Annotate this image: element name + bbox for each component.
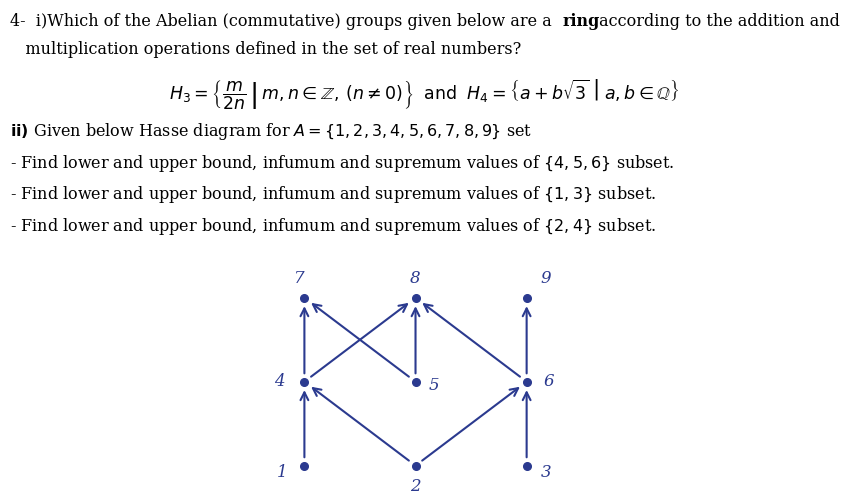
Text: 6: 6 [544,373,554,390]
Text: - Find lower and upper bound, infumum and supremum values of $\{1,3\}$ subset.: - Find lower and upper bound, infumum an… [10,184,656,205]
Text: 3: 3 [541,464,552,481]
Text: 4-  i)Which of the Abelian (commutative) groups given below are a: 4- i)Which of the Abelian (commutative) … [10,12,557,29]
Text: 4: 4 [274,373,284,390]
Text: according to the addition and: according to the addition and [594,12,840,29]
Text: 2: 2 [410,478,421,495]
Text: multiplication operations defined in the set of real numbers?: multiplication operations defined in the… [10,41,522,58]
Text: - Find lower and upper bound, infumum and supremum values of $\{4,5,6\}$ subset.: - Find lower and upper bound, infumum an… [10,152,675,174]
Text: $\bf{ii)}$ Given below Hasse diagram for $A = \{1,2,3,4,5,6,7,8,9\}$ set: $\bf{ii)}$ Given below Hasse diagram for… [10,121,533,142]
Text: 1: 1 [277,464,287,481]
Text: - Find lower and upper bound, infumum and supremum values of $\{2,4\}$ subset.: - Find lower and upper bound, infumum an… [10,216,656,237]
Text: ring: ring [562,12,600,29]
Text: $H_3 = \left\{\dfrac{m}{2n}\,\middle|\, m,n \in \mathbb{Z},\,(n \neq 0)\right\}$: $H_3 = \left\{\dfrac{m}{2n}\,\middle|\, … [169,78,679,112]
Text: 8: 8 [410,270,421,287]
Text: 7: 7 [293,270,304,287]
Text: 9: 9 [540,270,550,287]
Text: 5: 5 [429,378,439,394]
